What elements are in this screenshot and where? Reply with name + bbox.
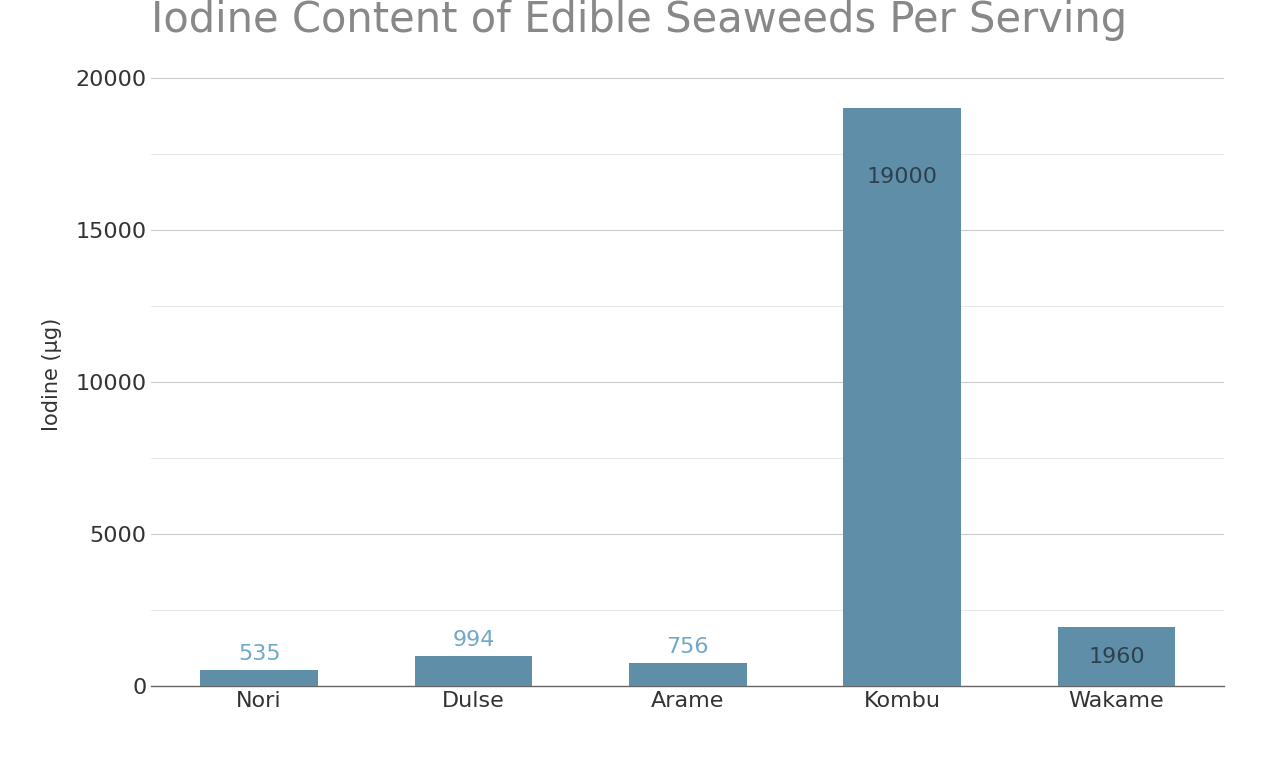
Bar [843,108,962,686]
Text: 19000: 19000 [867,168,938,187]
Text: 994: 994 [452,630,495,650]
Bar [1058,627,1175,686]
Bar [201,670,318,686]
Bar [414,656,533,686]
Text: 535: 535 [237,644,280,664]
Text: 756: 756 [666,637,709,658]
Bar [628,663,747,686]
Text: Iodine Content of Edible Seaweeds Per Serving: Iodine Content of Edible Seaweeds Per Se… [151,0,1127,41]
Text: 1960: 1960 [1088,647,1145,667]
Y-axis label: Iodine (μg): Iodine (μg) [42,317,62,431]
